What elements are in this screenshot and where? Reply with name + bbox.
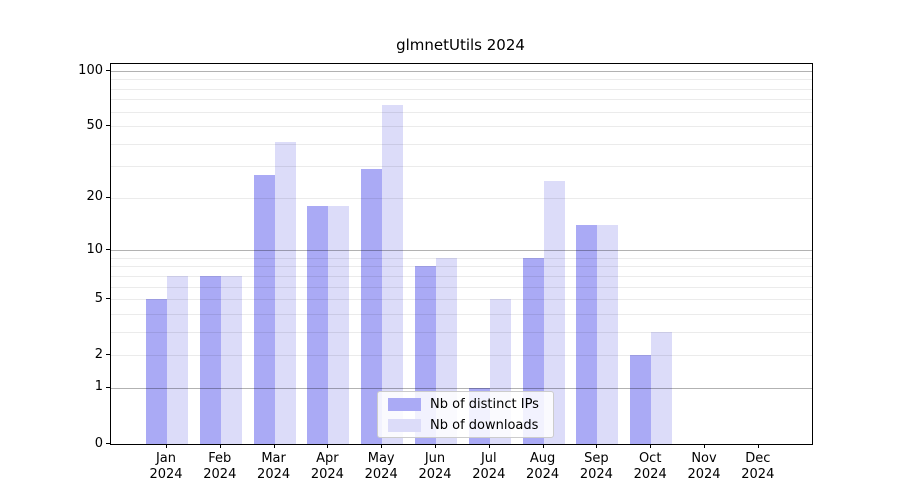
y-tick-mark bbox=[106, 298, 110, 300]
ips-bar-sep bbox=[576, 225, 598, 444]
downloads-bar-apr bbox=[328, 206, 350, 444]
x-tick-mark bbox=[166, 444, 167, 448]
y-tick-label-10: 10 bbox=[86, 241, 103, 257]
y-tick-label-50: 50 bbox=[86, 117, 103, 133]
downloads-bar-oct bbox=[651, 331, 673, 444]
x-tick-mark bbox=[757, 444, 759, 448]
legend-swatch-downloads bbox=[388, 418, 421, 432]
downloads-bar-mar bbox=[274, 141, 296, 444]
x-tick-label-aug: Aug 2024 bbox=[526, 451, 560, 482]
x-tick-label-dec: Dec 2024 bbox=[741, 451, 775, 482]
gridline-5 bbox=[111, 299, 812, 301]
ips-bar-may bbox=[361, 169, 383, 444]
y-tick-mark bbox=[106, 354, 110, 356]
y-tick-mark bbox=[106, 443, 110, 444]
x-tick-label-apr: Apr 2024 bbox=[310, 451, 344, 482]
grid-layer bbox=[111, 64, 812, 444]
legend-item-distinct-ips: Nb of distinct IPs bbox=[388, 397, 543, 412]
gridline-3 bbox=[111, 331, 812, 333]
gridline-70 bbox=[111, 99, 812, 101]
x-tick-mark bbox=[650, 444, 652, 448]
gridline-30 bbox=[111, 166, 812, 168]
gridline-20 bbox=[111, 197, 812, 199]
ips-bar-apr bbox=[307, 206, 329, 444]
gridline-1 bbox=[111, 387, 812, 389]
x-tick-mark bbox=[435, 444, 436, 448]
y-tick-mark bbox=[106, 196, 110, 198]
x-tick-mark bbox=[219, 444, 221, 448]
gridline-9 bbox=[111, 257, 812, 259]
bars-layer bbox=[111, 64, 812, 444]
downloads-bar-feb bbox=[220, 275, 242, 444]
x-tick-mark bbox=[542, 444, 544, 448]
x-tick-label-oct: Oct 2024 bbox=[633, 451, 667, 482]
ips-bar-feb bbox=[199, 275, 221, 444]
ips-bar-jan bbox=[146, 299, 167, 444]
x-tick-label-mar: Mar 2024 bbox=[257, 451, 291, 482]
downloads-bar-jan bbox=[167, 275, 188, 444]
gridline-60 bbox=[111, 111, 812, 113]
gridline-90 bbox=[111, 79, 812, 81]
y-tick-label-2: 2 bbox=[94, 346, 103, 362]
gridline-6 bbox=[111, 286, 812, 288]
downloads-bar-sep bbox=[597, 225, 619, 444]
y-tick-label-1: 1 bbox=[94, 379, 103, 395]
x-tick-label-jan: Jan 2024 bbox=[149, 451, 183, 482]
gridline-100 bbox=[111, 71, 812, 72]
y-tick-label-20: 20 bbox=[86, 189, 103, 205]
x-tick-mark bbox=[488, 444, 490, 448]
legend-swatch-ips bbox=[388, 397, 421, 411]
gridline-2 bbox=[111, 355, 812, 357]
chart-title: glmnetUtils 2024 bbox=[396, 36, 525, 54]
x-tick-label-may: May 2024 bbox=[364, 451, 398, 482]
x-tick-mark bbox=[327, 444, 329, 448]
gridline-7 bbox=[111, 275, 812, 277]
gridline-8 bbox=[111, 266, 812, 268]
x-tick-mark bbox=[596, 444, 598, 448]
legend-item-downloads: Nb of downloads bbox=[388, 418, 543, 433]
gridline-40 bbox=[111, 143, 812, 145]
ips-bar-oct bbox=[630, 355, 652, 444]
x-tick-mark bbox=[381, 444, 383, 448]
ips-bar-mar bbox=[253, 174, 275, 444]
downloads-bar-may bbox=[382, 105, 404, 444]
y-tick-mark bbox=[106, 386, 110, 388]
x-tick-mark bbox=[704, 444, 705, 448]
legend-label: Nb of downloads bbox=[430, 417, 539, 433]
y-tick-label-5: 5 bbox=[94, 290, 103, 306]
x-tick-label-jul: Jul 2024 bbox=[472, 451, 506, 482]
y-tick-mark bbox=[106, 249, 110, 251]
gridline-50 bbox=[111, 126, 812, 128]
gridline-80 bbox=[111, 88, 812, 90]
y-tick-label-100: 100 bbox=[78, 62, 103, 78]
plot-area bbox=[110, 63, 813, 445]
x-tick-label-nov: Nov 2024 bbox=[687, 451, 721, 482]
y-tick-mark bbox=[106, 125, 110, 127]
gridline-10 bbox=[111, 250, 812, 252]
y-tick-mark bbox=[106, 70, 110, 71]
gridline-4 bbox=[111, 313, 812, 315]
legend-label: Nb of distinct IPs bbox=[430, 396, 539, 412]
x-tick-label-sep: Sep 2024 bbox=[579, 451, 613, 482]
x-tick-mark bbox=[273, 444, 275, 448]
downloads-bar-aug bbox=[543, 180, 565, 444]
y-tick-label-0: 0 bbox=[94, 435, 103, 451]
x-tick-label-feb: Feb 2024 bbox=[203, 451, 237, 482]
x-tick-label-jun: Jun 2024 bbox=[418, 451, 452, 482]
legend: Nb of distinct IPs Nb of downloads bbox=[377, 391, 554, 438]
